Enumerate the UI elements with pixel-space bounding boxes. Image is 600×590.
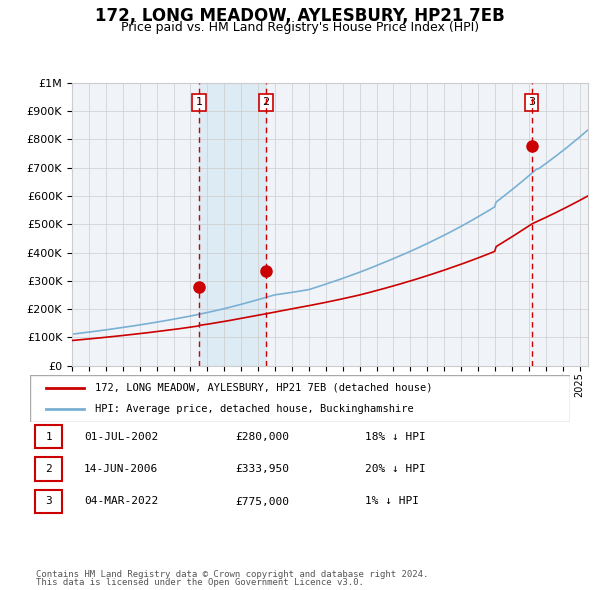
FancyBboxPatch shape	[35, 425, 62, 448]
FancyBboxPatch shape	[35, 457, 62, 481]
Text: 172, LONG MEADOW, AYLESBURY, HP21 7EB: 172, LONG MEADOW, AYLESBURY, HP21 7EB	[95, 6, 505, 25]
Text: Price paid vs. HM Land Registry's House Price Index (HPI): Price paid vs. HM Land Registry's House …	[121, 21, 479, 34]
Text: £333,950: £333,950	[235, 464, 289, 474]
Bar	[199, 83, 266, 366]
Text: 04-MAR-2022: 04-MAR-2022	[84, 497, 158, 506]
FancyBboxPatch shape	[30, 375, 570, 422]
Text: This data is licensed under the Open Government Licence v3.0.: This data is licensed under the Open Gov…	[36, 578, 364, 587]
Text: 1% ↓ HPI: 1% ↓ HPI	[365, 497, 419, 506]
Text: 172, LONG MEADOW, AYLESBURY, HP21 7EB (detached house): 172, LONG MEADOW, AYLESBURY, HP21 7EB (d…	[95, 383, 432, 393]
Text: 14-JUN-2006: 14-JUN-2006	[84, 464, 158, 474]
Text: £280,000: £280,000	[235, 432, 289, 441]
Text: Contains HM Land Registry data © Crown copyright and database right 2024.: Contains HM Land Registry data © Crown c…	[36, 570, 428, 579]
Text: 01-JUL-2002: 01-JUL-2002	[84, 432, 158, 441]
Text: 2: 2	[262, 97, 269, 107]
Text: 18% ↓ HPI: 18% ↓ HPI	[365, 432, 425, 441]
Text: 2: 2	[46, 464, 52, 474]
Text: 1: 1	[196, 97, 202, 107]
Text: £775,000: £775,000	[235, 497, 289, 506]
Text: 20% ↓ HPI: 20% ↓ HPI	[365, 464, 425, 474]
Text: 3: 3	[46, 497, 52, 506]
Text: HPI: Average price, detached house, Buckinghamshire: HPI: Average price, detached house, Buck…	[95, 404, 413, 414]
Text: 1: 1	[46, 432, 52, 441]
Text: 3: 3	[528, 97, 535, 107]
FancyBboxPatch shape	[35, 490, 62, 513]
